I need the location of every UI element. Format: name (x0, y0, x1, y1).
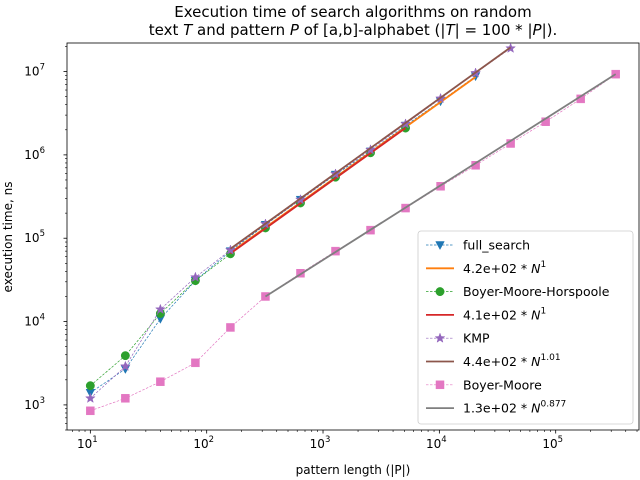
legend-label: KMP (463, 331, 490, 346)
data-point (85, 381, 95, 391)
legend-item: full_search (426, 238, 530, 253)
legend-item: 4.1e+02 * N1 (426, 306, 546, 322)
data-point (611, 69, 620, 79)
chart-title-line1: Execution time of search algorithms on r… (174, 3, 531, 21)
x-tick-label: 105 (542, 435, 563, 451)
legend-label: 4.4e+02 * N1.01 (463, 353, 561, 369)
x-tick-label: 102 (193, 435, 214, 451)
legend-item: Boyer-Moore (426, 377, 542, 392)
legend-label: Boyer-Moore-Horspoole (463, 284, 610, 299)
x-axis-label: pattern length (|P|) (296, 463, 411, 477)
legend-label: 1.3e+02 * N0.877 (463, 400, 566, 416)
plot-area: 101 102 103 104 105 103 104 105 106 107 (24, 42, 640, 451)
data-point (226, 323, 235, 332)
y-tick-label: 106 (24, 146, 45, 162)
data-point (225, 244, 236, 255)
legend-marker (435, 380, 445, 390)
data-point (189, 271, 201, 282)
fit-line (264, 73, 617, 298)
fit-line (229, 46, 512, 250)
chart-title-line2: text T and pattern P of [a,b]-alphabet (… (149, 21, 558, 39)
data-point (154, 303, 166, 315)
legend-label: 4.1e+02 * N1 (463, 306, 546, 322)
legend-marker (434, 332, 446, 343)
series-5 (229, 46, 512, 250)
data-point (191, 358, 200, 368)
legend-box (417, 230, 634, 425)
data-point (119, 360, 131, 371)
legend-item: Boyer-Moore-Horspoole (426, 284, 610, 299)
y-tick-label: 105 (24, 229, 45, 245)
legend: full_search 4.2e+02 * N1 Boyer-Moore-Horsp… (417, 230, 634, 425)
data-point (120, 351, 130, 361)
legend-marker (435, 287, 445, 297)
legend-marker (435, 241, 445, 251)
x-tick-label: 103 (310, 435, 331, 451)
series-7 (264, 73, 617, 298)
y-tick-label: 107 (24, 63, 45, 79)
y-axis-label: execution time, ns (1, 182, 15, 293)
data-point (365, 144, 376, 155)
legend-item: 4.4e+02 * N1.01 (426, 353, 561, 369)
legend-item: 4.2e+02 * N1 (426, 260, 546, 276)
y-tick-label: 104 (24, 313, 45, 329)
legend-item: KMP (426, 331, 490, 346)
x-tick-label: 101 (77, 435, 98, 451)
data-point (86, 406, 95, 416)
series-line (90, 75, 476, 394)
x-tick-label: 104 (426, 435, 447, 451)
data-point (121, 394, 130, 403)
legend-label: 4.2e+02 * N1 (463, 260, 546, 276)
axes-frame (66, 42, 640, 431)
legend-label: full_search (463, 238, 530, 253)
series-3 (229, 127, 407, 255)
legend-item: 1.3e+02 * N0.877 (426, 400, 566, 416)
fit-line (229, 127, 407, 255)
series-2 (85, 123, 410, 391)
data-point (84, 392, 96, 403)
legend-label: Boyer-Moore (463, 377, 542, 392)
y-tick-label: 103 (24, 396, 45, 412)
data-point (156, 377, 165, 386)
